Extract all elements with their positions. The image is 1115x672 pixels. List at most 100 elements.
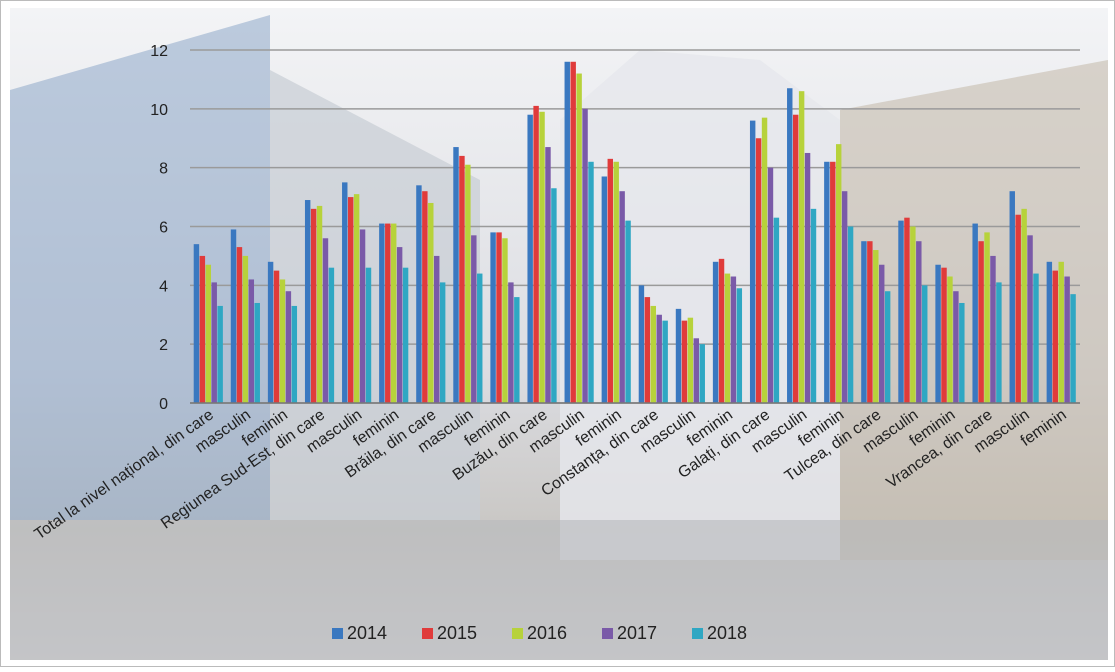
- bar: [471, 235, 477, 403]
- bar: [1046, 261, 1053, 403]
- bar: [847, 226, 854, 403]
- bar: [810, 208, 817, 403]
- bar: [910, 226, 916, 403]
- bar: [527, 114, 533, 403]
- bar: [1058, 261, 1064, 403]
- bar: [947, 276, 953, 403]
- bar: [1021, 208, 1027, 403]
- bar: [322, 238, 329, 403]
- bar: [279, 279, 286, 403]
- bar: [199, 255, 206, 403]
- bar: [353, 194, 360, 403]
- bar: [508, 282, 514, 403]
- bar: [545, 147, 551, 403]
- bar: [996, 282, 1002, 403]
- bar: [959, 302, 965, 403]
- bar: [1015, 214, 1021, 403]
- legend-label: 2018: [707, 623, 747, 643]
- bar: [835, 144, 842, 403]
- bar: [342, 182, 348, 403]
- bar: [459, 155, 465, 403]
- y-tick-label: 2: [159, 337, 168, 354]
- bar: [935, 264, 941, 403]
- legend-label: 2015: [437, 623, 477, 643]
- bar: [767, 167, 774, 403]
- bar: [613, 161, 619, 403]
- bar: [217, 305, 223, 403]
- bar: [916, 241, 922, 403]
- bar: [687, 317, 694, 403]
- y-tick-label: 8: [159, 161, 168, 178]
- bar: [582, 108, 588, 403]
- bar: [465, 164, 471, 403]
- bar: [1009, 191, 1015, 403]
- bar: [439, 282, 446, 403]
- bar: [953, 291, 959, 403]
- bar: [792, 114, 799, 403]
- bar: [656, 314, 662, 403]
- bar: [379, 223, 385, 403]
- bar: [761, 117, 768, 404]
- bar: [453, 147, 459, 403]
- bar: [884, 291, 891, 403]
- bar: [601, 176, 608, 403]
- bar: [316, 205, 323, 403]
- bar: [804, 152, 811, 403]
- bar: [248, 279, 255, 403]
- legend-swatch: [512, 628, 523, 639]
- bar: [941, 267, 947, 403]
- bar: [1027, 235, 1033, 403]
- legend-label: 2017: [617, 623, 657, 643]
- bar: [619, 191, 625, 403]
- bar: [736, 288, 743, 403]
- bar: [724, 273, 731, 403]
- bar: [242, 255, 249, 403]
- bar: [978, 241, 984, 403]
- bar: [625, 220, 631, 403]
- bar: [861, 241, 867, 403]
- bar: [533, 105, 539, 404]
- bar: [564, 61, 570, 404]
- bar: [830, 161, 836, 403]
- bar: [1033, 273, 1039, 403]
- bar: [718, 258, 725, 403]
- bar: [496, 232, 502, 403]
- bar: [638, 285, 645, 403]
- bar: [236, 247, 243, 403]
- bar: [873, 250, 879, 403]
- legend-label: 2016: [527, 623, 567, 643]
- y-tick-label: 6: [159, 220, 168, 237]
- bar: [730, 276, 737, 403]
- bar: [990, 255, 996, 403]
- bar: [539, 111, 545, 404]
- bar: [576, 73, 582, 404]
- y-tick-label: 10: [150, 102, 168, 119]
- bar: [416, 185, 422, 403]
- bar: [385, 223, 391, 403]
- bar: [254, 302, 260, 403]
- bar: [798, 91, 805, 403]
- legend-swatch: [332, 628, 343, 639]
- bar: [502, 238, 508, 403]
- bar: [434, 255, 440, 403]
- bar: [390, 223, 397, 403]
- bar: [359, 229, 366, 403]
- bar: [273, 270, 280, 403]
- bar: [396, 247, 403, 403]
- bar: [699, 344, 705, 403]
- bar: [607, 158, 613, 403]
- bar: [972, 223, 978, 403]
- bar: [841, 191, 848, 403]
- bar: [477, 273, 483, 403]
- street: [10, 520, 1108, 660]
- bar: [644, 297, 651, 403]
- bar: [693, 338, 700, 403]
- bar: [879, 264, 885, 403]
- bar: [787, 88, 793, 403]
- bar: [310, 208, 317, 403]
- bar: [402, 267, 409, 403]
- legend-swatch: [602, 628, 613, 639]
- bar: [898, 220, 904, 403]
- bar: [285, 291, 292, 403]
